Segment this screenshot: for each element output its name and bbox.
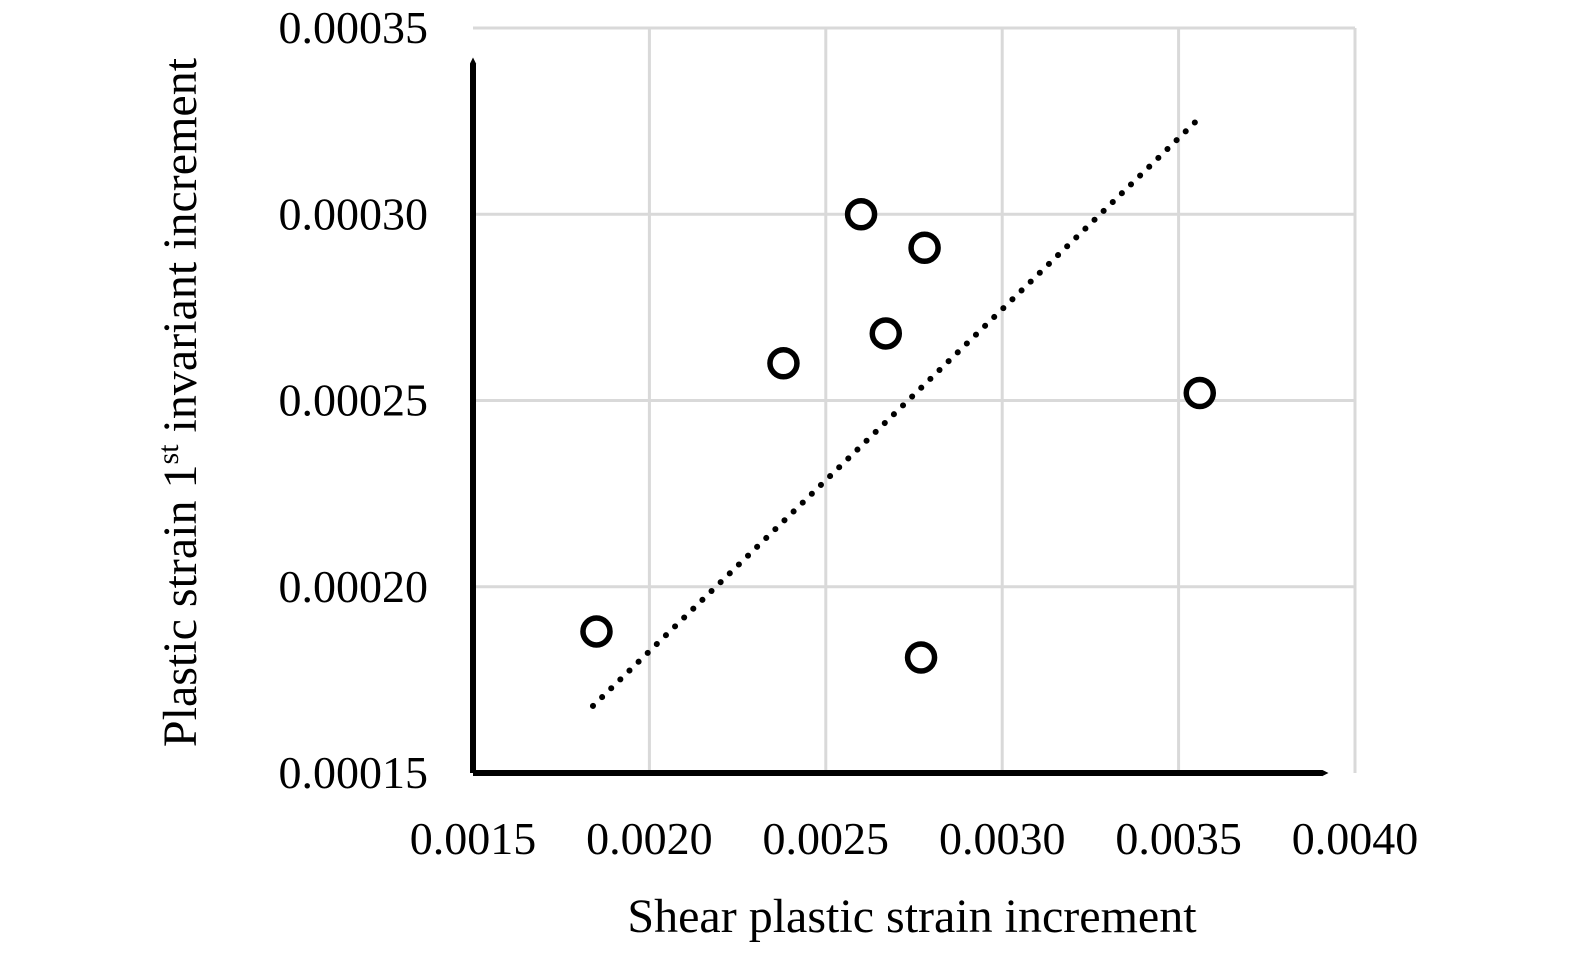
data-point (869, 317, 903, 350)
x-tick-label: 0.0030 (939, 813, 1066, 864)
x-axis-title: Shear plastic strain increment (627, 890, 1197, 943)
data-point (908, 231, 941, 265)
y-tick-labels: 0.00015 0.00020 0.00025 0.00030 0.00035 (279, 2, 429, 798)
x-tick-label: 0.0015 (410, 813, 537, 864)
data-point (1183, 376, 1217, 410)
data-point (580, 615, 613, 648)
trendline-group (589, 118, 1200, 709)
data-point (904, 641, 938, 674)
y-tick-label: 0.00035 (279, 2, 429, 53)
gridlines (473, 26, 1357, 773)
x-tick-label: 0.0040 (1292, 813, 1419, 864)
y-axis-title-suffix: invariant increment (154, 57, 207, 444)
y-axis-title-prefix: Plastic strain 1 (154, 464, 207, 747)
data-point (844, 198, 878, 231)
y-tick-label: 0.00015 (279, 747, 429, 798)
trendline (589, 118, 1200, 709)
x-tick-label: 0.0020 (586, 813, 713, 864)
y-tick-label: 0.00025 (279, 375, 429, 426)
x-tick-label: 0.0025 (763, 813, 890, 864)
data-points (580, 198, 1217, 674)
x-tick-labels: 0.0015 0.0020 0.0025 0.0030 0.0035 0.0040 (410, 813, 1419, 864)
x-tick-label: 0.0035 (1115, 813, 1242, 864)
y-tick-label: 0.00020 (279, 561, 429, 612)
y-axis-title-superscript: st (152, 444, 185, 465)
y-axis-title: Plastic strain 1st invariant increment (152, 57, 207, 747)
axes (469, 57, 1329, 777)
y-tick-label: 0.00030 (279, 188, 429, 239)
data-point (767, 347, 800, 380)
